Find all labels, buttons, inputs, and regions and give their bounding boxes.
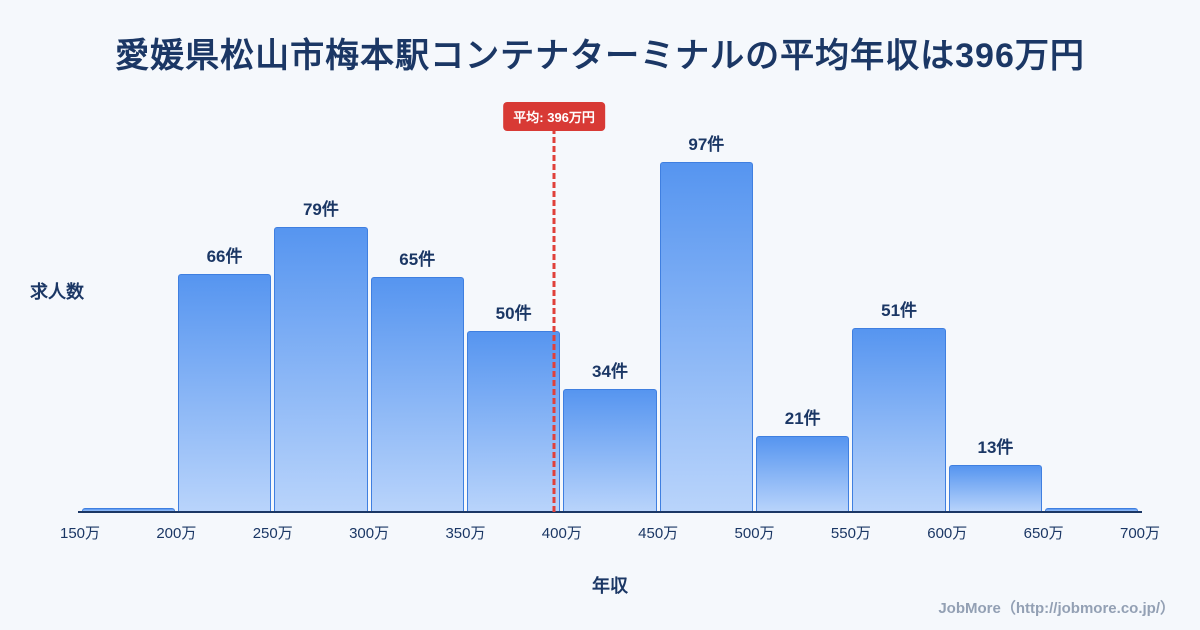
plot-area: 平均: 396万円 66件 79件 65件 50件 34件 97件 21件 51件 13件: [80, 102, 1140, 512]
histogram-bar: [1045, 508, 1139, 512]
x-tick-label: 400万: [541, 525, 582, 542]
x-tick-label: 700万: [1119, 525, 1161, 542]
bar-value-label: 79件: [302, 199, 339, 219]
x-tick-label: 650万: [1023, 525, 1064, 542]
histogram-bar: [948, 465, 1043, 512]
average-line: [552, 128, 556, 512]
bar-value-label: 66件: [206, 246, 243, 266]
x-tick-label: 250万: [252, 525, 293, 542]
histogram-bar: [177, 273, 272, 512]
bar-value-label: 65件: [399, 250, 436, 270]
histogram-bar: [81, 508, 175, 512]
x-tick-label: 200万: [156, 525, 197, 542]
x-tick-label: 600万: [927, 525, 968, 542]
bar-value-label: 97件: [688, 134, 725, 154]
bar-value-label: 34件: [592, 362, 628, 382]
x-axis-label: 年収: [592, 576, 628, 596]
x-axis-line: [78, 511, 1142, 513]
y-axis-label: 求人数: [30, 282, 84, 302]
x-axis-ticks: 150万 200万 250万 300万 350万 400万 450万 500万 550万 600万…: [60, 522, 1160, 542]
x-tick-label: 500万: [734, 525, 775, 542]
x-tick-label: 450万: [638, 525, 679, 542]
bar-value-label: 13件: [977, 438, 1014, 458]
histogram-bar: [852, 327, 946, 512]
histogram-bar: [563, 389, 657, 512]
bar-value-label: 21件: [784, 409, 821, 429]
average-badge: 平均: 396万円: [503, 102, 605, 131]
histogram-bar: [466, 331, 561, 512]
footer-credit: JobMore（http://jobmore.co.jp/）: [938, 600, 1175, 617]
x-tick-label: 150万: [59, 525, 101, 542]
x-tick-label: 350万: [445, 525, 486, 542]
histogram-bar: [659, 161, 754, 512]
page-title: 愛媛県松山市梅本駅コンテナターミナルの平均年収は396万円: [115, 37, 1085, 75]
bar-value-label: 51件: [881, 300, 918, 320]
x-tick-label: 550万: [830, 525, 871, 542]
x-tick-label: 300万: [349, 525, 390, 542]
histogram-bar: [274, 226, 368, 512]
bar-value-label: 50件: [495, 304, 532, 324]
histogram-bar: [370, 277, 464, 512]
histogram-bar: [756, 436, 850, 512]
